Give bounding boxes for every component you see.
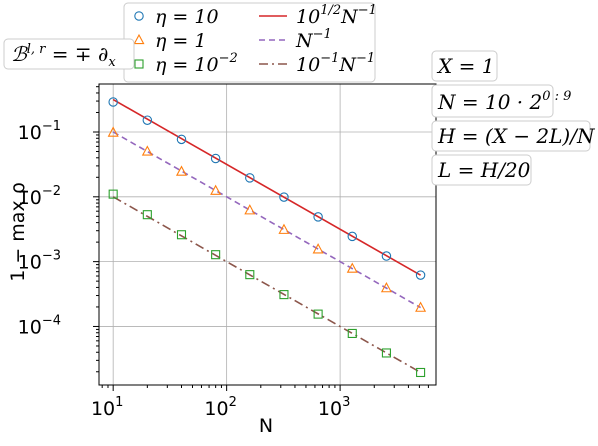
data-point-square bbox=[211, 250, 221, 260]
svg-text:N = 10 · 20 : 9: N = 10 · 20 : 9 bbox=[437, 89, 571, 114]
legend-label: η = 10−2 bbox=[155, 51, 238, 76]
data-point-circle bbox=[108, 97, 118, 107]
svg-text:L = H/20: L = H/20 bbox=[437, 158, 531, 182]
data-point-circle bbox=[381, 251, 392, 261]
x-tick-label: 103 bbox=[318, 395, 350, 420]
data-point-circle bbox=[347, 231, 358, 242]
y-tick-label: 10−1 bbox=[18, 119, 61, 144]
data-point-square bbox=[416, 367, 426, 378]
data-point-square bbox=[245, 270, 255, 280]
h-annotation: H = (X − 2L)/N bbox=[431, 120, 596, 152]
data-point-circle bbox=[313, 212, 323, 222]
data-point-square bbox=[381, 348, 391, 358]
boundary-annotation: ℬl, r = ∓ ∂x bbox=[3, 38, 135, 70]
data-point-circle bbox=[176, 134, 187, 145]
markers bbox=[107, 97, 427, 378]
data-point-triangle bbox=[141, 145, 153, 156]
y-axis-label: 1 − max ρ bbox=[7, 182, 29, 282]
data-point-triangle bbox=[415, 301, 427, 312]
legend-label: 10−1N−1 bbox=[296, 51, 375, 76]
data-point-triangle bbox=[210, 184, 222, 195]
x-tick-label: 101 bbox=[91, 395, 123, 420]
ref-lines bbox=[112, 98, 421, 374]
reference-line bbox=[112, 196, 421, 374]
data-point-triangle bbox=[346, 262, 358, 273]
y-ticks: 10−1 10−2 10−3 10−4 bbox=[18, 86, 99, 373]
plot-frame bbox=[98, 83, 437, 386]
data-point-triangle bbox=[244, 204, 256, 215]
svg-text:ℬl, r = ∓ ∂x: ℬl, r = ∓ ∂x bbox=[11, 42, 116, 70]
data-point-triangle bbox=[312, 243, 324, 254]
data-point-triangle bbox=[107, 126, 119, 137]
data-point-triangle bbox=[278, 223, 290, 234]
x-tick-label: 102 bbox=[204, 395, 236, 420]
data-point-triangle bbox=[380, 281, 392, 293]
x-domain-annotation: X = 1 bbox=[431, 50, 498, 82]
legend-label: 101/2N−1 bbox=[296, 3, 377, 28]
x-ticks: 101 102 103 bbox=[91, 385, 429, 420]
data-point-triangle bbox=[133, 33, 145, 45]
legend-label: η = 10 bbox=[155, 6, 219, 28]
data-point-circle bbox=[279, 192, 289, 202]
l-annotation: L = H/20 bbox=[431, 154, 532, 186]
legend-label: η = 1 bbox=[155, 30, 206, 52]
data-point-square bbox=[347, 328, 357, 339]
y-tick-label: 10−2 bbox=[18, 184, 61, 209]
svg-text:H = (X − 2L)/N: H = (X − 2L)/N bbox=[437, 124, 596, 148]
legend: η = 10η = 1η = 10−2 101/2N−1N−110−1N−1 bbox=[123, 2, 377, 83]
data-point-square bbox=[279, 290, 289, 300]
data-point-triangle bbox=[175, 165, 188, 176]
legend-label: N−1 bbox=[295, 27, 332, 52]
data-point-square bbox=[108, 189, 118, 199]
data-point-circle bbox=[245, 173, 255, 183]
reference-line bbox=[112, 98, 421, 276]
data-point-circle bbox=[134, 11, 144, 21]
reference-line bbox=[112, 131, 421, 309]
data-point-circle bbox=[142, 115, 153, 125]
x-axis-label: N bbox=[259, 415, 273, 437]
grid bbox=[99, 84, 436, 385]
n-values-annotation: N = 10 · 20 : 9 bbox=[431, 84, 571, 118]
data-point-square bbox=[176, 230, 187, 240]
data-point-square bbox=[134, 59, 144, 69]
data-point-circle bbox=[415, 270, 426, 280]
y-tick-label: 10−3 bbox=[18, 249, 61, 274]
data-point-square bbox=[313, 309, 323, 319]
data-point-circle bbox=[210, 153, 221, 164]
y-tick-label: 10−4 bbox=[18, 313, 61, 338]
svg-text:X = 1: X = 1 bbox=[436, 54, 494, 78]
data-point-square bbox=[142, 210, 152, 220]
